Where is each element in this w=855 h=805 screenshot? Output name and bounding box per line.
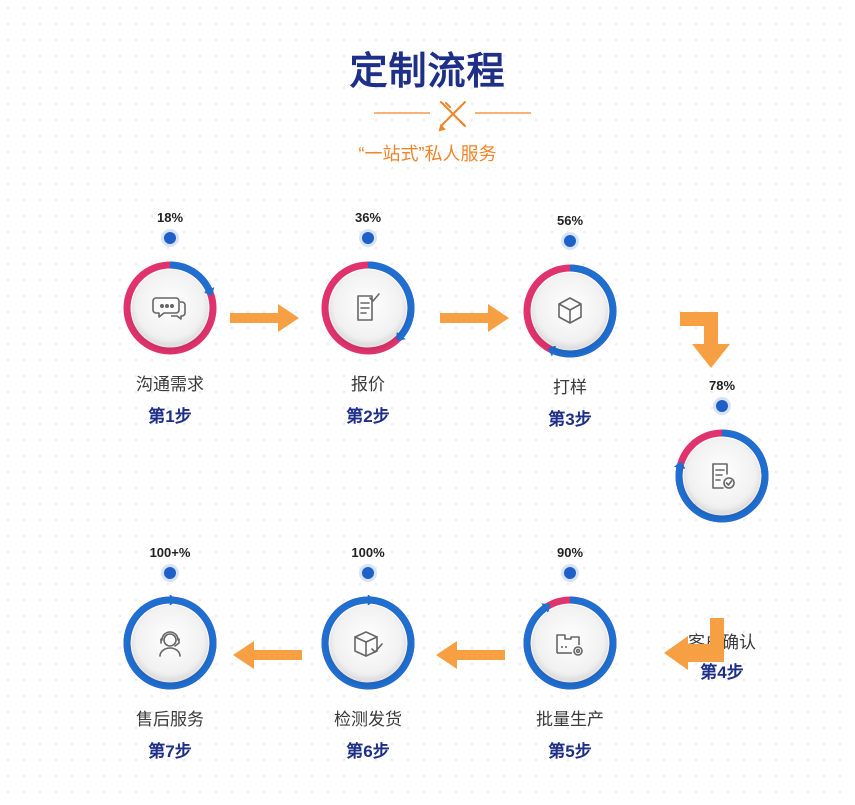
progress-ring	[674, 429, 769, 523]
icon-disc	[132, 270, 208, 346]
chat-bubbles-icon	[152, 297, 186, 320]
icon-disc	[684, 438, 760, 514]
arrow-right-icon	[230, 304, 299, 332]
arrow-corner-left-icon	[664, 618, 724, 670]
progress-dot	[362, 232, 374, 244]
step-number: 第2步	[346, 407, 390, 426]
progress-dot	[564, 235, 576, 247]
step-number: 第5步	[548, 742, 592, 761]
step-label: 报价	[351, 375, 385, 394]
ring-progress	[321, 261, 415, 355]
icon-disc	[330, 605, 406, 681]
step-percent: 56%	[556, 213, 584, 228]
arrow-left-icon	[436, 641, 505, 669]
confirm-document-icon	[712, 463, 735, 489]
step-percent: 78%	[708, 378, 736, 393]
progress-dot	[716, 400, 728, 412]
package-check-icon	[354, 631, 383, 657]
step-label: 沟通需求	[136, 375, 204, 394]
progress-ring	[123, 261, 217, 355]
step-number: 第7步	[148, 742, 192, 761]
progress-dot	[362, 567, 374, 579]
progress-ring	[321, 595, 415, 690]
icon-disc	[132, 605, 208, 681]
ring-progress	[523, 596, 617, 690]
step-number: 第4步	[700, 663, 744, 682]
ring-progress	[123, 261, 217, 355]
step-percent: 100+%	[149, 545, 191, 560]
step-label: 售后服务	[136, 710, 204, 729]
ring-arrowhead	[203, 287, 215, 297]
progress-dot	[564, 567, 576, 579]
step-number: 第1步	[148, 407, 192, 426]
step-percent: 90%	[556, 545, 584, 560]
progress-ring	[523, 264, 617, 358]
arrow-corner-down-icon	[680, 312, 730, 368]
ring-progress	[523, 264, 617, 358]
page-title: 定制流程	[349, 51, 506, 93]
icon-disc	[532, 605, 608, 681]
progress-dot	[164, 567, 176, 579]
cube-icon	[558, 297, 582, 324]
step-percent: 100%	[351, 545, 385, 560]
ring-progress	[675, 429, 769, 523]
step-percent: 18%	[156, 210, 184, 225]
step-label: 打样	[553, 378, 587, 397]
step-percent: 36%	[354, 210, 382, 225]
step-number: 第6步	[346, 742, 390, 761]
ring-arrowhead	[396, 331, 406, 341]
progress-dot	[164, 232, 176, 244]
ring-arrowhead	[169, 595, 177, 607]
step-number: 第3步	[548, 410, 592, 429]
page-subtitle: “一站式”私人服务	[358, 144, 497, 164]
factory-gear-icon	[556, 634, 583, 656]
arrow-right-icon	[440, 304, 509, 332]
step-label: 批量生产	[536, 710, 604, 729]
document-check-icon	[357, 293, 380, 321]
ring-arrowhead	[674, 461, 686, 470]
progress-ring	[123, 595, 217, 690]
ring-arrowhead	[547, 345, 557, 357]
arrow-left-icon	[233, 641, 302, 669]
customer-service-icon	[159, 631, 181, 657]
progress-ring	[321, 261, 415, 355]
ruler-pencil-icon	[438, 101, 466, 132]
ring-arrowhead	[367, 595, 375, 607]
step-label: 检测发货	[334, 710, 402, 729]
